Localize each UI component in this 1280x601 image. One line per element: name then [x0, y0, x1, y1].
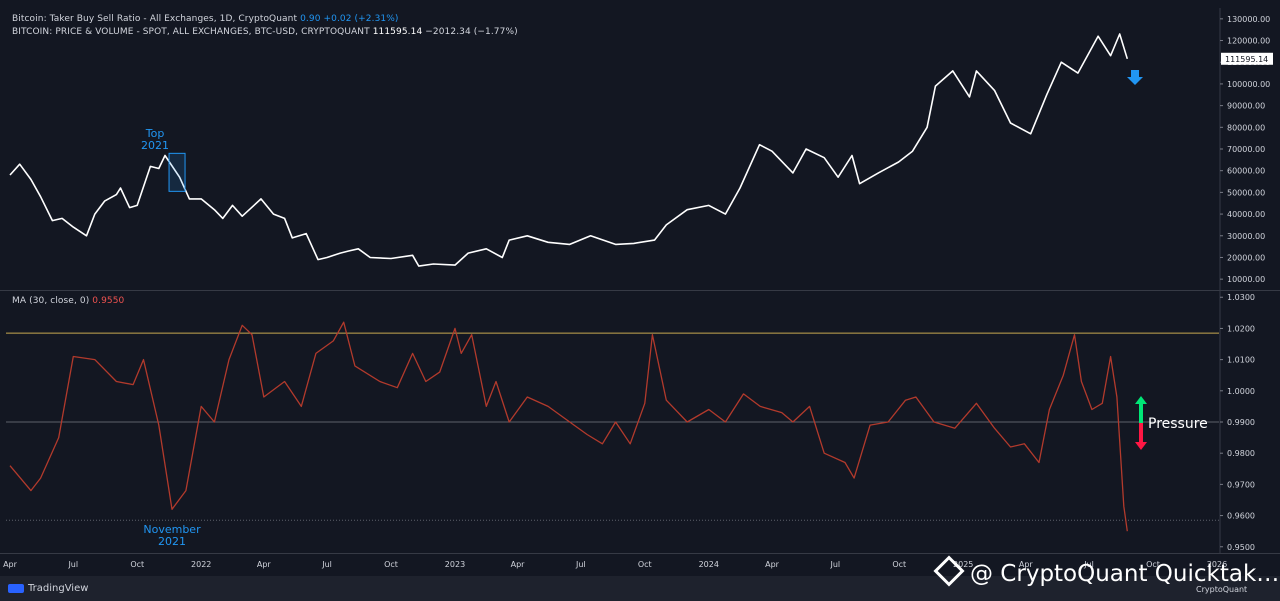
november-2021-label-line1: November [143, 523, 201, 536]
footer-bar [0, 576, 1280, 601]
time-axis-label: 2022 [191, 560, 211, 569]
november-2021-label-line2: 2021 [158, 535, 186, 548]
ratio-tick-label: 0.9600 [1227, 512, 1255, 521]
pressure-up-arrow-icon [1135, 396, 1147, 423]
price-tick-label: 130000.00 [1227, 15, 1270, 24]
time-axis-label: Jul [829, 560, 840, 569]
legend-ratio-change: +0.02 (+2.31%) [323, 14, 399, 24]
legend-ma: MA (30, close, 0) 0.9550 [12, 296, 124, 306]
down-arrow-icon [1127, 70, 1143, 85]
ratio-tick-label: 1.0200 [1227, 324, 1255, 333]
legend-price-value: 111595.14 [372, 27, 423, 37]
time-axis-label: 2023 [445, 560, 465, 569]
tradingview-logo-icon [8, 584, 24, 593]
top-2021-label-line2: 2021 [141, 139, 169, 152]
legend-ratio-title: Bitcoin: Taker Buy Sell Ratio - All Exch… [12, 14, 298, 24]
cryptoquant-small-label: CryptoQuant [1196, 585, 1248, 594]
pressure-down-arrow-icon [1135, 423, 1147, 450]
ratio-tick-label: 0.9900 [1227, 418, 1255, 427]
legend-ratio: Bitcoin: Taker Buy Sell Ratio - All Exch… [12, 14, 399, 24]
last-price-label: 111595.14 [1225, 55, 1268, 64]
time-axis-label: 2026 [1207, 560, 1227, 569]
ratio-tick-label: 0.9500 [1227, 543, 1255, 552]
price-tick-label: 20000.00 [1227, 253, 1265, 262]
price-tick-label: 60000.00 [1227, 167, 1265, 176]
time-axis-label: Oct [384, 560, 398, 569]
time-axis-label: Jul [1083, 560, 1094, 569]
legend-price-change: −2012.34 (−1.77%) [425, 27, 518, 37]
ratio-tick-label: 0.9800 [1227, 449, 1255, 458]
legend-ratio-value: 0.90 [300, 14, 321, 24]
price-tick-label: 120000.00 [1227, 37, 1270, 46]
time-axis-label: 2025 [953, 560, 973, 569]
ratio-tick-label: 0.9700 [1227, 480, 1255, 489]
last-price-label-bg [1221, 52, 1273, 65]
legend-price: BITCOIN: PRICE & VOLUME - SPOT, ALL EXCH… [12, 27, 518, 37]
time-axis-label: Apr [1019, 560, 1034, 569]
price-tick-label: 70000.00 [1227, 145, 1265, 154]
tradingview-brand[interactable]: TradingView [8, 583, 88, 594]
price-tick-label: 100000.00 [1227, 80, 1270, 89]
time-axis-label: Apr [511, 560, 526, 569]
chart-canvas: 130000.00120000.00110000.00100000.009000… [0, 8, 1280, 569]
time-axis-label: Oct [638, 560, 652, 569]
ratio-ma-series-line [9, 321, 1128, 532]
time-axis-label: Jul [321, 560, 332, 569]
time-axis-label: Oct [130, 560, 144, 569]
time-axis-label: Apr [257, 560, 272, 569]
price-tick-label: 10000.00 [1227, 275, 1265, 284]
binance-diamond-icon [933, 555, 965, 587]
watermark: @ CryptoQuant Quicktak… [933, 555, 1280, 587]
pressure-label: Pressure [1148, 416, 1208, 432]
time-axis-label: Jul [67, 560, 78, 569]
price-tick-label: 80000.00 [1227, 123, 1265, 132]
top-2021-highlight-box [168, 152, 186, 192]
time-axis-label: Jul [575, 560, 586, 569]
price-tick-label: 50000.00 [1227, 188, 1265, 197]
legend-price-title: BITCOIN: PRICE & VOLUME - SPOT, ALL EXCH… [12, 27, 370, 37]
price-tick-label: 40000.00 [1227, 210, 1265, 219]
ratio-tick-label: 1.0100 [1227, 356, 1255, 365]
price-tick-label: 90000.00 [1227, 102, 1265, 111]
legend-ma-title: MA (30, close, 0) [12, 296, 90, 306]
top-2021-label-line1: Top [145, 127, 165, 140]
ratio-tick-label: 1.0300 [1227, 293, 1255, 302]
price-tick-label: 30000.00 [1227, 232, 1265, 241]
tradingview-label: TradingView [28, 583, 89, 594]
time-axis-label: Apr [3, 560, 18, 569]
legend-ma-value: 0.9550 [92, 296, 125, 306]
time-axis-label: Apr [765, 560, 780, 569]
price-series-line [9, 33, 1129, 267]
time-axis-label: Oct [892, 560, 906, 569]
watermark-text: @ CryptoQuant Quicktak… [970, 561, 1280, 587]
time-axis-label: 2024 [699, 560, 719, 569]
ratio-tick-label: 1.0000 [1227, 387, 1255, 396]
time-axis-label: Oct [1146, 560, 1160, 569]
